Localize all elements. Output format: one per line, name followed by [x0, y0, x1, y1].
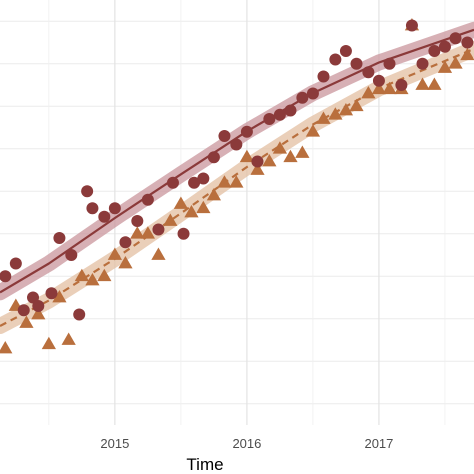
data-point-circle: [395, 79, 408, 91]
data-point-triangle: [349, 98, 364, 112]
data-point-triangle: [61, 332, 76, 345]
data-point-triangle: [239, 149, 255, 163]
data-point-triangle: [0, 341, 13, 354]
data-point-triangle: [173, 196, 189, 209]
data-point-circle: [86, 202, 99, 215]
data-point-circle: [166, 176, 179, 189]
data-point-circle: [416, 57, 429, 70]
data-point-triangle: [206, 188, 222, 201]
data-point-circle: [53, 232, 66, 244]
data-point-triangle: [217, 175, 232, 188]
data-point-circle: [449, 32, 462, 45]
data-point-circle: [32, 300, 45, 312]
x-tick-label: 2015: [100, 436, 129, 451]
data-point-circle: [306, 87, 319, 100]
data-point-circle: [81, 185, 94, 198]
data-point-circle: [383, 57, 396, 70]
data-point-triangle: [163, 213, 178, 226]
data-point-circle: [45, 287, 58, 300]
data-point-triangle: [305, 124, 321, 137]
data-point-circle: [438, 40, 451, 53]
data-point-circle: [405, 19, 418, 32]
data-point-circle: [240, 125, 253, 138]
data-point-triangle: [184, 205, 199, 218]
data-point-circle: [230, 138, 243, 151]
point-layer: [0, 18, 474, 354]
data-point-triangle: [382, 81, 397, 95]
data-point-triangle: [328, 107, 343, 120]
data-point-triangle: [118, 256, 133, 269]
data-point-circle: [197, 172, 210, 185]
data-point-circle: [372, 74, 385, 87]
data-point-circle: [251, 155, 264, 168]
data-point-circle: [317, 70, 330, 83]
data-point-circle: [65, 249, 78, 261]
x-tick-label: 2017: [364, 436, 393, 451]
data-point-circle: [263, 113, 276, 125]
data-point-circle: [177, 227, 190, 240]
data-point-circle: [17, 304, 30, 317]
data-point-triangle: [196, 200, 211, 214]
data-point-triangle: [272, 141, 288, 154]
data-point-triangle: [262, 154, 277, 167]
data-point-circle: [461, 36, 474, 49]
data-point-triangle: [140, 226, 156, 239]
data-point-triangle: [283, 149, 298, 163]
data-point-triangle: [52, 290, 67, 303]
data-point-triangle: [74, 268, 89, 282]
data-point-circle: [188, 176, 201, 189]
data-point-circle: [108, 202, 121, 215]
data-point-circle: [0, 270, 12, 283]
data-point-circle: [428, 45, 441, 57]
data-point-triangle: [250, 162, 265, 175]
data-point-triangle: [415, 77, 430, 90]
data-point-triangle: [229, 175, 244, 188]
data-point-circle: [98, 210, 111, 223]
data-point-triangle: [151, 247, 166, 260]
data-point-triangle: [460, 47, 474, 61]
data-point-circle: [152, 223, 165, 236]
data-point-triangle: [361, 86, 376, 99]
data-point-circle: [350, 57, 363, 70]
data-point-triangle: [85, 273, 100, 286]
data-point-triangle: [31, 307, 46, 320]
data-point-circle: [131, 215, 144, 227]
data-point-triangle: [107, 247, 122, 260]
data-point-triangle: [338, 103, 354, 116]
data-point-triangle: [130, 226, 145, 239]
x-tick-labels: 2015 2016 2017: [100, 436, 393, 451]
data-point-triangle: [437, 60, 453, 73]
grid-layer: [0, 0, 474, 425]
data-point-circle: [329, 53, 342, 66]
data-point-triangle: [316, 111, 331, 124]
data-point-triangle: [448, 56, 463, 69]
data-point-triangle: [371, 81, 387, 95]
x-tick-label: 2016: [232, 436, 261, 451]
data-point-circle: [119, 236, 132, 249]
data-point-circle: [207, 151, 220, 164]
data-point-circle: [141, 193, 154, 206]
data-point-triangle: [19, 315, 34, 328]
data-point-triangle: [97, 268, 112, 282]
data-point-circle: [362, 66, 375, 79]
data-point-circle: [73, 308, 86, 321]
data-point-circle: [284, 104, 297, 117]
data-point-triangle: [427, 77, 442, 90]
data-point-circle: [9, 257, 22, 270]
data-point-triangle: [41, 336, 56, 350]
data-point-circle: [273, 108, 286, 121]
x-axis-title: Time: [186, 455, 223, 474]
data-point-circle: [339, 45, 352, 57]
data-point-circle: [218, 130, 231, 142]
data-point-circle: [296, 91, 309, 104]
data-point-triangle: [295, 145, 310, 158]
